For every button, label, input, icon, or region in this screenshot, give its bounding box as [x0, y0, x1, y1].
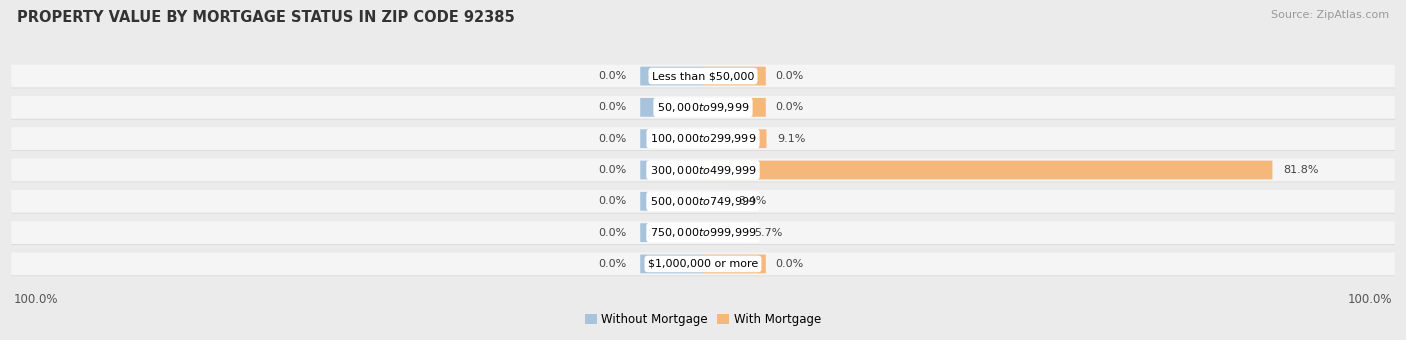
Text: $750,000 to $999,999: $750,000 to $999,999: [650, 226, 756, 239]
Text: 0.0%: 0.0%: [598, 259, 627, 269]
FancyBboxPatch shape: [640, 223, 703, 242]
Text: Source: ZipAtlas.com: Source: ZipAtlas.com: [1271, 10, 1389, 20]
FancyBboxPatch shape: [11, 253, 1395, 276]
Text: 0.0%: 0.0%: [598, 196, 627, 206]
Text: $1,000,000 or more: $1,000,000 or more: [648, 259, 758, 269]
FancyBboxPatch shape: [703, 98, 766, 117]
FancyBboxPatch shape: [640, 67, 703, 85]
Text: 0.0%: 0.0%: [598, 228, 627, 238]
FancyBboxPatch shape: [703, 67, 766, 85]
FancyBboxPatch shape: [640, 192, 703, 211]
FancyBboxPatch shape: [11, 221, 1395, 244]
FancyBboxPatch shape: [11, 65, 1395, 87]
FancyBboxPatch shape: [11, 158, 1395, 182]
Text: $100,000 to $299,999: $100,000 to $299,999: [650, 132, 756, 145]
Text: 0.0%: 0.0%: [598, 134, 627, 144]
FancyBboxPatch shape: [703, 223, 742, 242]
Text: 0.0%: 0.0%: [598, 71, 627, 81]
FancyBboxPatch shape: [640, 129, 703, 148]
Text: 0.0%: 0.0%: [775, 102, 804, 112]
FancyBboxPatch shape: [11, 191, 1395, 214]
FancyBboxPatch shape: [640, 160, 703, 180]
FancyBboxPatch shape: [11, 127, 1395, 150]
FancyBboxPatch shape: [11, 159, 1395, 182]
Text: 9.1%: 9.1%: [778, 134, 806, 144]
FancyBboxPatch shape: [703, 192, 727, 211]
FancyBboxPatch shape: [703, 255, 766, 273]
FancyBboxPatch shape: [640, 98, 703, 117]
Text: 5.7%: 5.7%: [754, 228, 782, 238]
Text: $500,000 to $749,999: $500,000 to $749,999: [650, 195, 756, 208]
Text: PROPERTY VALUE BY MORTGAGE STATUS IN ZIP CODE 92385: PROPERTY VALUE BY MORTGAGE STATUS IN ZIP…: [17, 10, 515, 25]
Text: 0.0%: 0.0%: [775, 259, 804, 269]
Text: 0.0%: 0.0%: [598, 102, 627, 112]
Text: 3.4%: 3.4%: [738, 196, 766, 206]
Text: 81.8%: 81.8%: [1284, 165, 1319, 175]
FancyBboxPatch shape: [640, 255, 703, 273]
FancyBboxPatch shape: [11, 190, 1395, 213]
Text: 100.0%: 100.0%: [1347, 293, 1392, 306]
Text: $50,000 to $99,999: $50,000 to $99,999: [657, 101, 749, 114]
Legend: Without Mortgage, With Mortgage: Without Mortgage, With Mortgage: [585, 313, 821, 326]
FancyBboxPatch shape: [11, 97, 1395, 120]
FancyBboxPatch shape: [703, 129, 766, 148]
FancyBboxPatch shape: [11, 253, 1395, 275]
Text: 0.0%: 0.0%: [598, 165, 627, 175]
Text: 100.0%: 100.0%: [14, 293, 59, 306]
FancyBboxPatch shape: [11, 222, 1395, 245]
FancyBboxPatch shape: [703, 160, 1272, 180]
Text: Less than $50,000: Less than $50,000: [652, 71, 754, 81]
FancyBboxPatch shape: [11, 128, 1395, 151]
FancyBboxPatch shape: [11, 96, 1395, 119]
Text: $300,000 to $499,999: $300,000 to $499,999: [650, 164, 756, 176]
Text: 0.0%: 0.0%: [775, 71, 804, 81]
FancyBboxPatch shape: [11, 65, 1395, 88]
